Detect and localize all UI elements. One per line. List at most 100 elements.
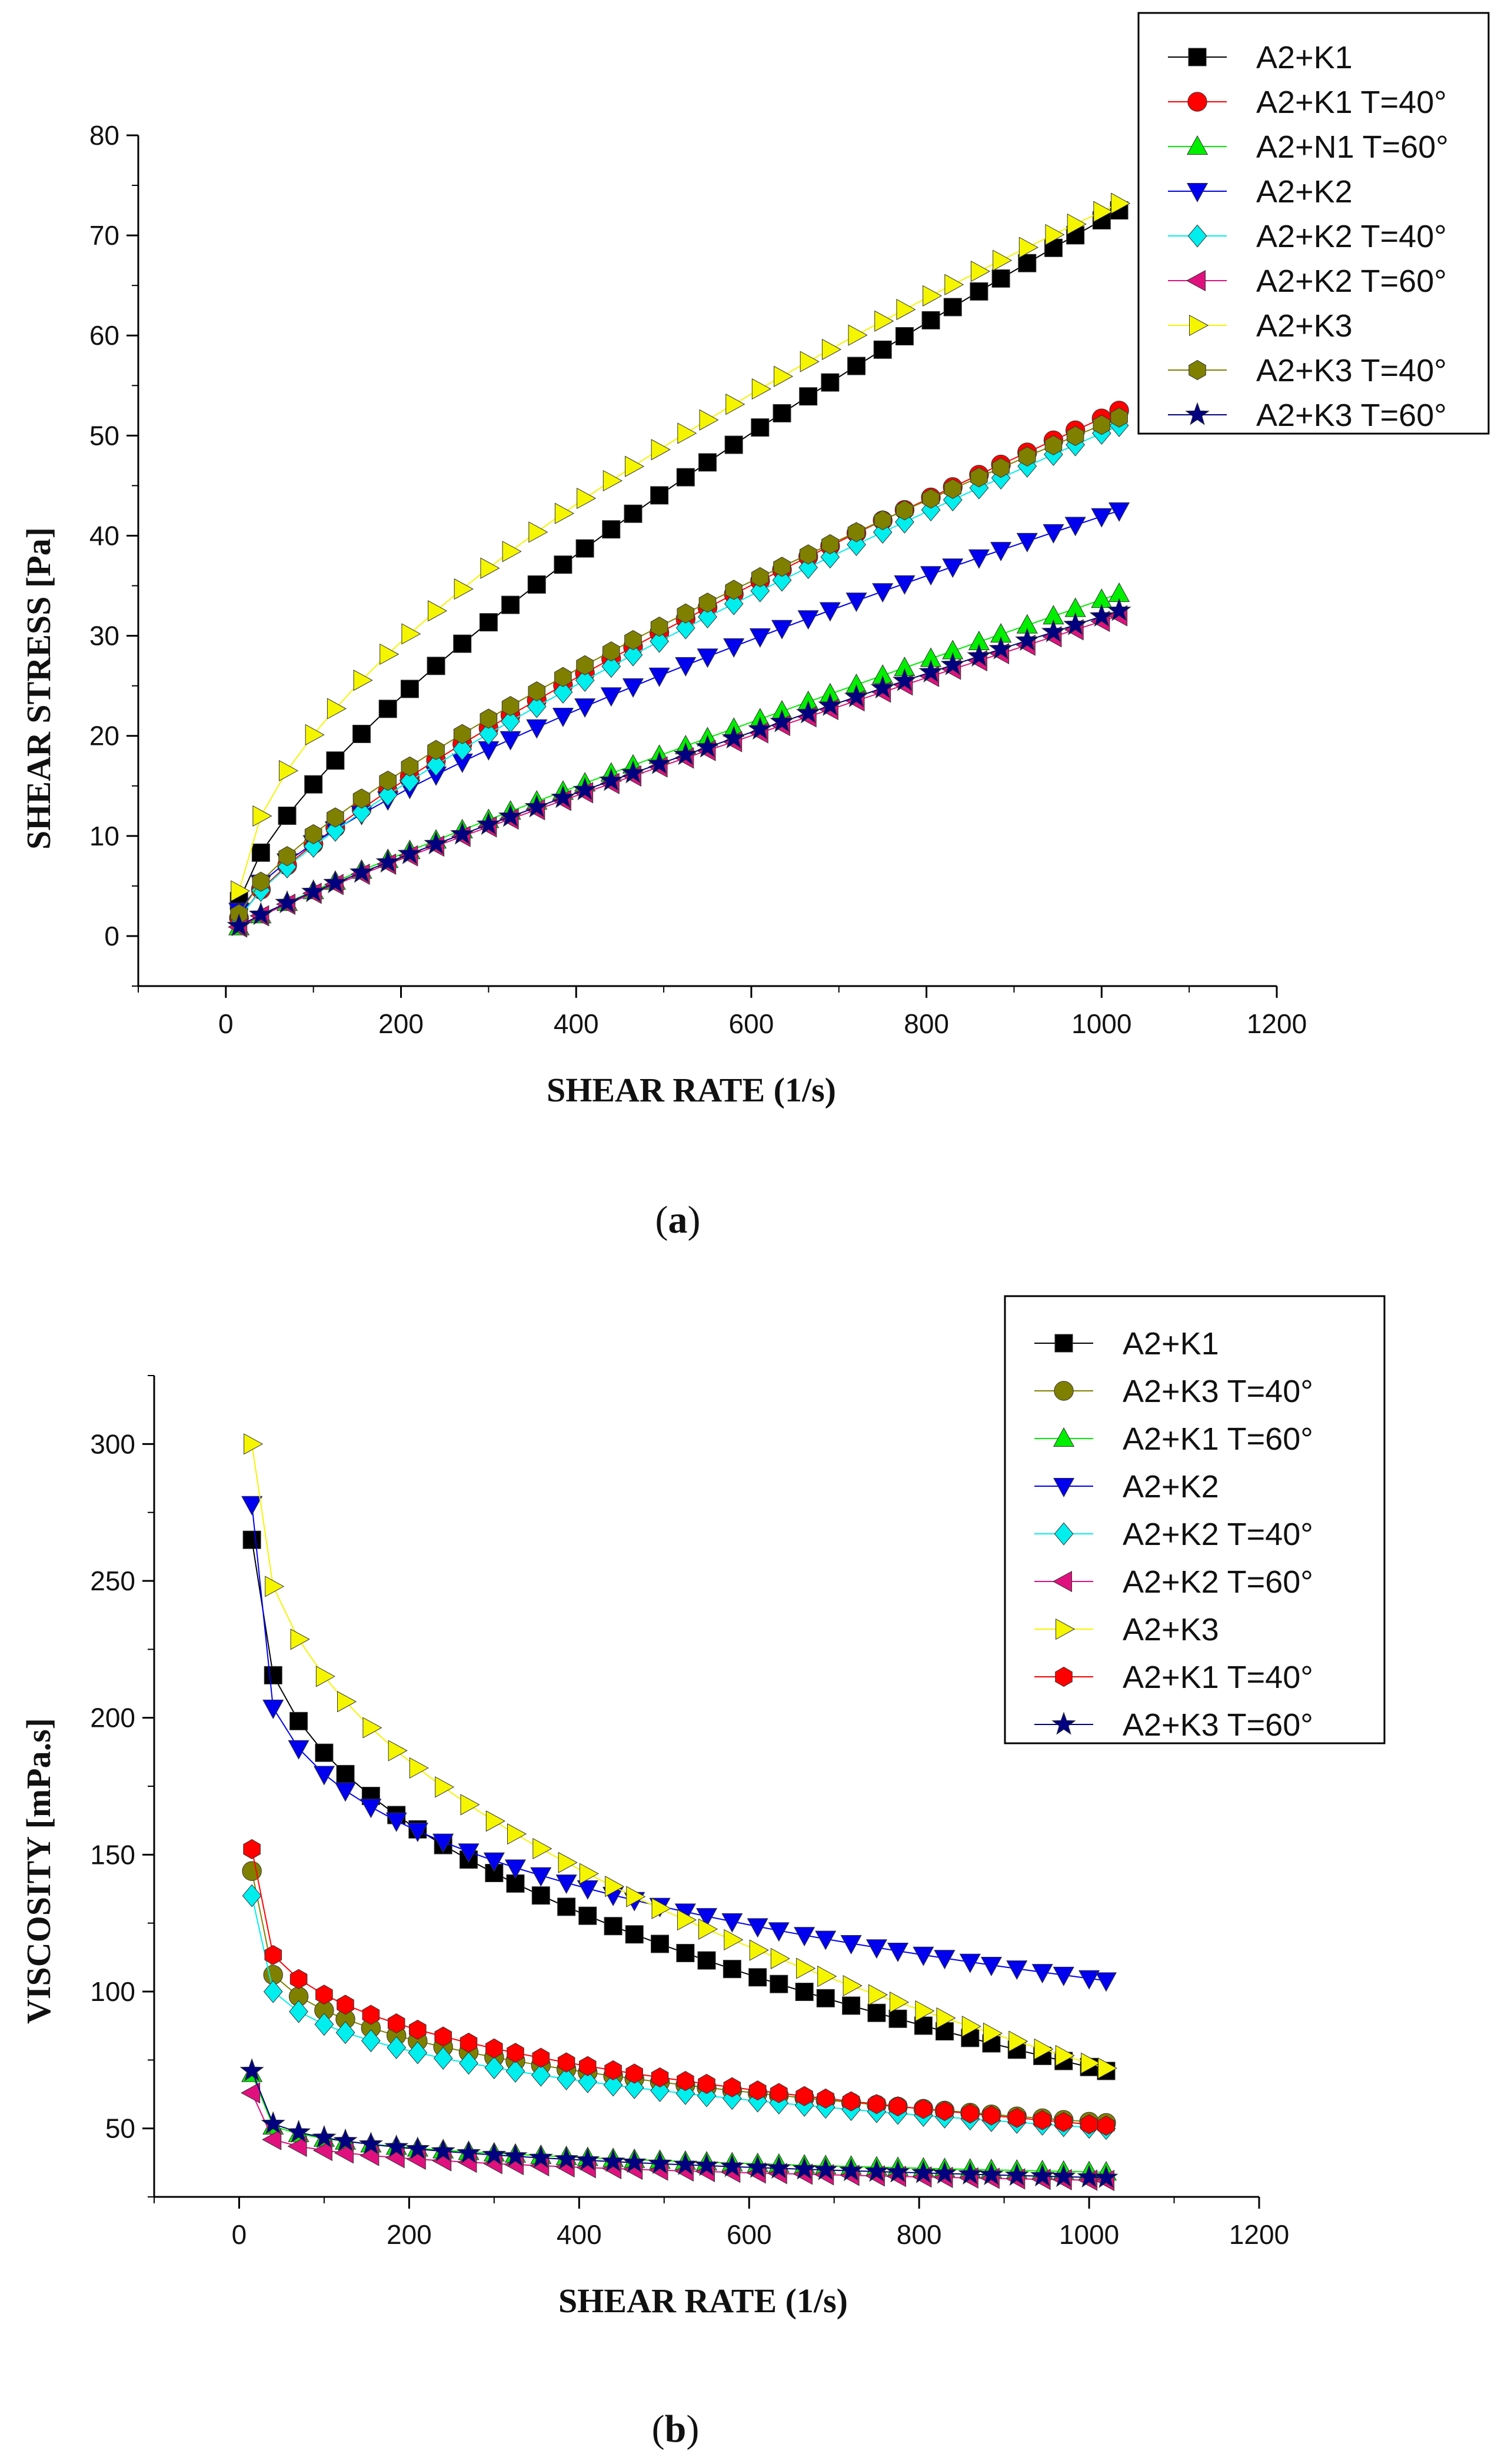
panel-a-series-4-point	[819, 602, 841, 622]
panel-b-series-1-point	[264, 1666, 282, 1684]
panel-a-series-1-point	[895, 327, 914, 346]
panel-b-series-8-point	[1054, 2112, 1073, 2132]
panel-b-series-8-point	[1008, 2107, 1026, 2128]
panel-b-legend-marker	[1054, 1522, 1074, 1546]
panel-b-series-9-point	[745, 2155, 770, 2178]
panel-a-y-tick-label: 30	[89, 621, 119, 651]
panel-a-y-tick-label: 70	[89, 220, 119, 251]
panel-a-series-7-point	[602, 470, 622, 492]
panel-a-series-7-point	[874, 310, 894, 332]
panel-a-series-9-point	[524, 794, 549, 818]
panel-a-legend-label: A2+K2 T=60°	[1256, 264, 1447, 299]
panel-a-legend-marker	[1187, 224, 1207, 248]
panel-b-ylabel: VISCOSITY [mPa.s]	[19, 1718, 58, 2024]
panel-a-series-8-point	[327, 807, 344, 828]
panel-b-series-1-point	[867, 2003, 886, 2022]
panel-a-series-7-point	[454, 578, 474, 600]
panel-b-series-9-point	[694, 2153, 719, 2176]
panel-a-chart: SHEAR STRESS [Pa] SHEAR RATE (1/s) (a) 0…	[19, 12, 1490, 1241]
panel-a-legend-marker	[1189, 359, 1206, 381]
panel-b-series-5-point	[289, 2000, 308, 2023]
panel-a-series-1	[229, 201, 1128, 910]
panel-b-legend-marker	[1053, 1478, 1075, 1498]
panel-b-series-9-point	[456, 2140, 481, 2164]
panel-b-legend-label: A2+K2	[1123, 1469, 1219, 1504]
panel-b-series-7-point	[1081, 2052, 1101, 2074]
panel-b-series-4-point	[980, 1957, 1003, 1977]
panel-b-series-1-point	[723, 1960, 741, 1979]
panel-b-series-4-point	[555, 1874, 577, 1894]
panel-b-series-9-point	[358, 2132, 384, 2155]
panel-b-series-9	[239, 2058, 1118, 2189]
panel-b-series-4-point	[768, 1922, 790, 1942]
panel-b-series-4-point	[288, 1740, 309, 1760]
panel-b-series-9-point	[813, 2157, 838, 2180]
panel-a-series-1-point	[378, 700, 397, 718]
panel-b-series-8-point	[795, 2086, 813, 2106]
panel-a-legend-marker	[1188, 48, 1207, 66]
panel-a-series-1-point	[773, 404, 791, 422]
panel-b-series-1-point	[770, 1974, 788, 1993]
panel-a-series-5-point	[750, 579, 770, 602]
panel-b-series-9-point	[1094, 2165, 1118, 2189]
panel-a-series-9-point	[695, 734, 720, 758]
panel-b-series-4-point	[334, 1782, 357, 1802]
panel-b-series-1-point	[604, 1917, 622, 1936]
panel-b-series-7-point	[626, 1886, 646, 1907]
panel-b-series-8-point	[914, 2099, 933, 2119]
panel-a-series-7-point	[428, 600, 448, 622]
panel-b-series-5-point	[557, 2067, 577, 2090]
panel-a-series-8	[230, 407, 1128, 924]
panel-b-series-7-point	[362, 1717, 382, 1739]
panel-b-series-8-point	[289, 1969, 308, 1989]
panel-a-y-tick-label: 40	[89, 520, 119, 551]
panel-a-series-4-point	[1108, 502, 1130, 522]
panel-b-legend-marker	[1055, 1666, 1073, 1687]
panel-a-series-9-point	[1015, 628, 1040, 651]
panel-b-series-4-point	[1031, 1964, 1053, 1984]
panel-a-series-1-point	[847, 357, 866, 375]
panel-a-series-1-point	[501, 595, 520, 614]
panel-b-series-5-point	[361, 2029, 381, 2053]
panel-a-series-8-point	[1093, 415, 1111, 435]
panel-b-series-4-point	[887, 1943, 909, 1963]
panel-a-series-9-point	[498, 804, 523, 827]
panel-a-series-7-point	[1045, 224, 1065, 245]
panel-b-series-8-point	[842, 2091, 860, 2112]
panel-b-series-9-point	[979, 2162, 1004, 2186]
panel-b-x-tick-label: 800	[897, 2219, 942, 2250]
panel-a-series-7-point	[651, 439, 671, 461]
panel-a-series-1-point	[676, 468, 695, 487]
panel-a-series-5-point	[724, 592, 744, 615]
panel-a-series-7-point	[327, 698, 347, 720]
panel-b-series-8-point	[604, 2060, 622, 2080]
panel-a-legend-marker	[1186, 269, 1206, 292]
panel-b-series-6-point	[241, 2082, 261, 2104]
panel-b-series-9-point	[333, 2128, 358, 2152]
panel-a-legend-label: A2+K3 T=40°	[1256, 353, 1447, 388]
panel-b-series-9-point	[239, 2058, 264, 2082]
panel-a-series-1-point	[1018, 254, 1037, 272]
panel-b-series-9-point	[932, 2160, 957, 2184]
panel-b-series-7-point	[244, 1433, 264, 1455]
panel-a-y-tick-label: 60	[89, 320, 119, 351]
panel-b-series-4-point	[577, 1880, 598, 1900]
panel-a-series-5-point	[623, 643, 643, 667]
panel-a-series-7-point	[625, 455, 645, 477]
panel-a-series-1-point	[326, 751, 345, 770]
panel-b-series-5-point	[505, 2059, 525, 2083]
panel-a-series-7-point	[231, 880, 251, 902]
panel-b-series-9-point	[286, 2119, 311, 2143]
panel-a-series-1-point	[278, 806, 297, 825]
panel-a-series-9-point	[621, 760, 645, 784]
panel-a-series-9-point	[450, 821, 475, 845]
panel-a-series-9-point	[275, 890, 299, 914]
panel-a-series-9-point	[424, 831, 448, 855]
panel-a-series-4-point	[1043, 524, 1064, 544]
panel-b-series-7-point	[290, 1629, 310, 1650]
panel-b-series-7-point	[1098, 2057, 1118, 2079]
panel-b-series-7-point	[698, 1918, 718, 1940]
panel-a-series-5-point	[601, 655, 621, 678]
panel-b-series-1-point	[795, 1983, 814, 2002]
panel-b-legend-label: A2+K2 T=60°	[1123, 1564, 1313, 1600]
